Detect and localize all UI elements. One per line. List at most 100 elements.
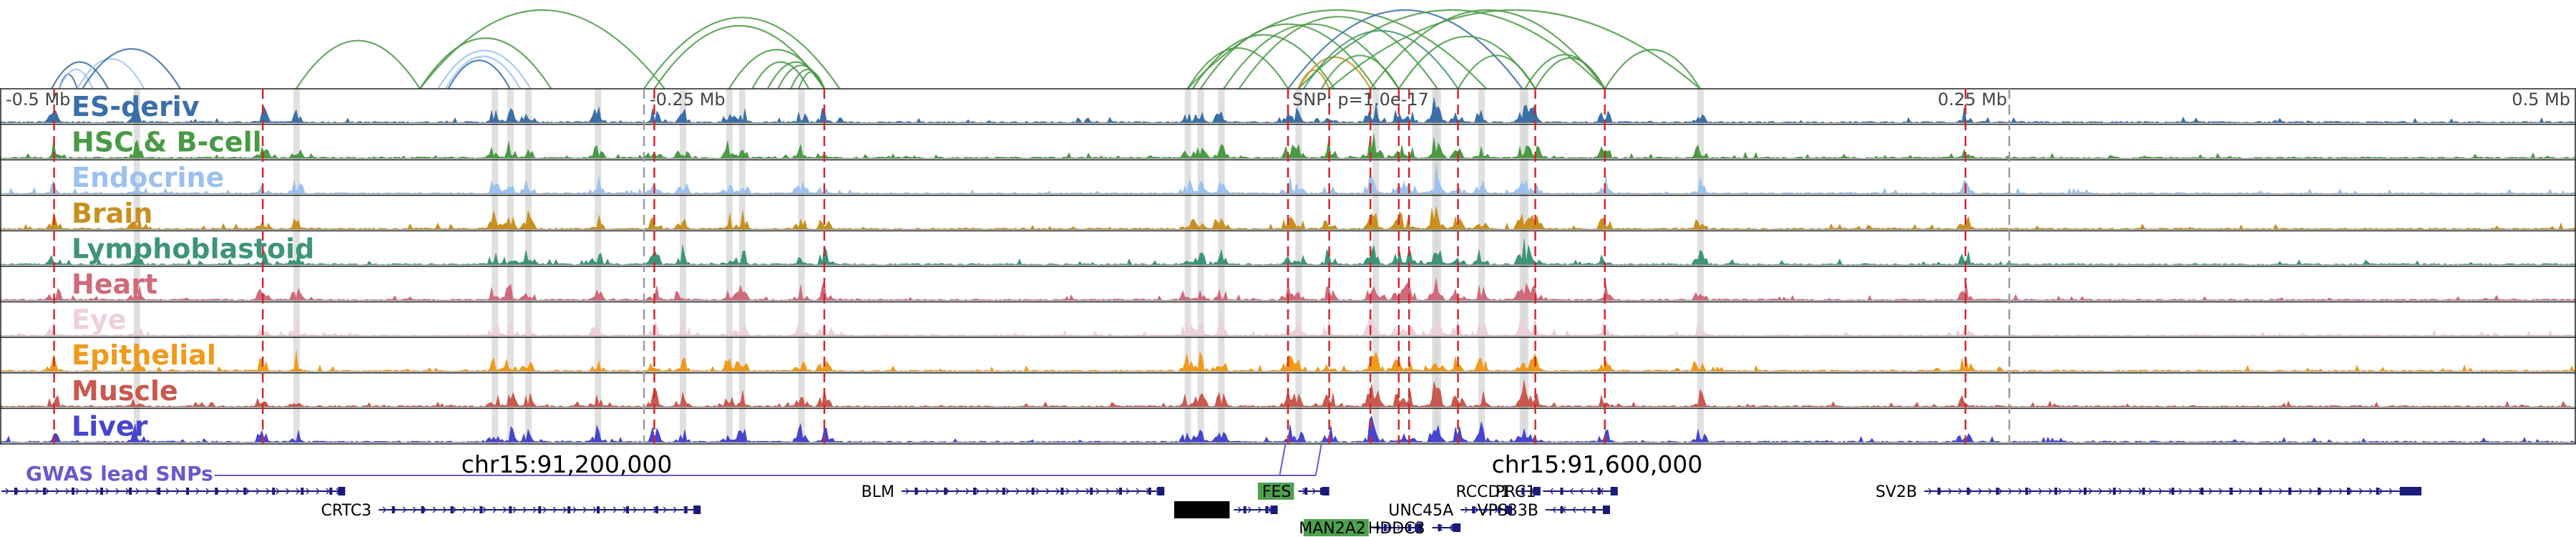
- strand-arrow: [1579, 488, 1584, 495]
- strand-arrow: [2308, 488, 2313, 495]
- loop-arc: [1186, 9, 1487, 90]
- strand-arrow: [2008, 488, 2013, 495]
- strand-arrow: [1035, 488, 1040, 495]
- gene-exon: [567, 506, 571, 513]
- loop-arc: [1223, 23, 1400, 90]
- strand-arrow: [95, 488, 100, 495]
- strand-arrow: [955, 488, 960, 495]
- strand-arrow: [2218, 488, 2223, 495]
- strand-arrow: [326, 488, 331, 495]
- gene-exon: [72, 488, 75, 495]
- strand-arrow: [265, 488, 270, 495]
- loop-arc: [1287, 9, 1523, 90]
- gene-exon: [2142, 488, 2145, 495]
- gene-label: HDDC3: [1368, 520, 1425, 537]
- loop-arc: [797, 71, 826, 90]
- gene-exon: [1560, 488, 1563, 495]
- offset-axis: SNP: p=1.0e-17 -0.5 Mb -0.25 Mb 0.25 Mb 0.5…: [6, 90, 2570, 110]
- chromatin-loops: [51, 9, 1701, 90]
- strand-arrow: [995, 488, 1000, 495]
- gene-label: VPS33B: [1478, 502, 1538, 520]
- track-label: Lymphoblastoid: [72, 233, 314, 264]
- gene-exon: [2171, 488, 2175, 495]
- strand-arrow: [2338, 488, 2343, 495]
- strand-arrow: [85, 488, 90, 495]
- gene-label: RCCD1: [1456, 483, 1511, 501]
- strand-arrow: [472, 506, 477, 513]
- gene-label: CRTC3: [321, 502, 372, 520]
- loop-arc: [82, 48, 181, 90]
- loop-arc: [1534, 57, 1606, 90]
- strand-arrow: [245, 488, 250, 495]
- gwas-lead-snps: GWAS lead SNPs: [26, 443, 1322, 485]
- gene-label: BLM: [862, 483, 894, 501]
- vertical-marker-lines: [53, 89, 2011, 444]
- strand-arrow: [1015, 488, 1020, 495]
- gene-exon: [329, 488, 333, 495]
- gene-exon: [450, 506, 454, 513]
- strand-arrow: [2038, 488, 2043, 495]
- loop-arc: [1457, 54, 1536, 90]
- loop-arc: [643, 16, 841, 90]
- strand-arrow: [225, 488, 230, 495]
- track-label: Muscle: [72, 375, 178, 407]
- gene-label: UNC45A: [1388, 502, 1453, 520]
- strand-arrow: [2018, 488, 2023, 495]
- strand-arrow: [663, 506, 668, 513]
- gene-exon: [2083, 488, 2087, 495]
- strand-arrow: [402, 506, 407, 513]
- strand-arrow: [2118, 488, 2123, 495]
- strand-arrow: [235, 488, 240, 495]
- track-label: Brain: [72, 198, 152, 229]
- strand-arrow: [592, 506, 597, 513]
- strand-arrow: [633, 506, 638, 513]
- strand-arrow: [1474, 506, 1479, 513]
- gene-label: FURIN: [1179, 502, 1226, 520]
- track-label: ES-deriv: [72, 91, 200, 122]
- strand-arrow: [1247, 506, 1252, 513]
- gene-exon: [1319, 488, 1323, 495]
- loop-arc: [419, 9, 665, 90]
- offset-tick-label: -0.5 Mb: [6, 90, 70, 110]
- strand-arrow: [382, 506, 387, 513]
- gene-exon: [1265, 506, 1269, 513]
- gene-label: PRC1: [1496, 483, 1536, 501]
- strand-arrow: [65, 488, 70, 495]
- gene-exon: [243, 488, 247, 495]
- gene-end-exon: [338, 487, 346, 495]
- loop-arc: [58, 68, 94, 90]
- gene-exon: [1521, 488, 1525, 495]
- gene-exon: [1383, 524, 1387, 531]
- gene-exon: [2346, 488, 2350, 495]
- strand-arrow: [2158, 488, 2163, 495]
- strand-arrow: [1988, 488, 1993, 495]
- gene-exon: [2317, 488, 2321, 495]
- gene-end-exon: [1610, 487, 1618, 495]
- strand-arrow: [1978, 488, 1983, 495]
- gene-exon: [2376, 488, 2379, 495]
- strand-arrow: [2108, 488, 2113, 495]
- strand-arrow: [1549, 488, 1553, 495]
- gene-end-exon: [1505, 505, 1513, 514]
- strand-arrow: [2328, 488, 2333, 495]
- strand-arrow: [552, 506, 557, 513]
- gene-exon: [2288, 488, 2292, 495]
- strand-arrow: [255, 488, 260, 495]
- track-label: HSC & B-cell: [72, 127, 262, 158]
- loop-arc: [447, 59, 511, 90]
- strand-arrow: [2368, 488, 2373, 495]
- track-label: Endocrine: [72, 162, 224, 193]
- strand-arrow: [2248, 488, 2253, 495]
- strand-arrow: [673, 506, 678, 513]
- strand-arrow: [1551, 506, 1556, 513]
- gene-exon: [1408, 524, 1412, 531]
- track-label: Eye: [72, 304, 127, 336]
- gene-end-exon: [2400, 487, 2421, 495]
- strand-arrow: [286, 488, 291, 495]
- loop-arc: [1328, 9, 1701, 90]
- strand-arrow: [1589, 488, 1594, 495]
- gene-end-exon: [1533, 487, 1541, 495]
- strand-arrow: [2188, 488, 2193, 495]
- gene-exon: [1243, 506, 1246, 513]
- strand-arrow: [1998, 488, 2003, 495]
